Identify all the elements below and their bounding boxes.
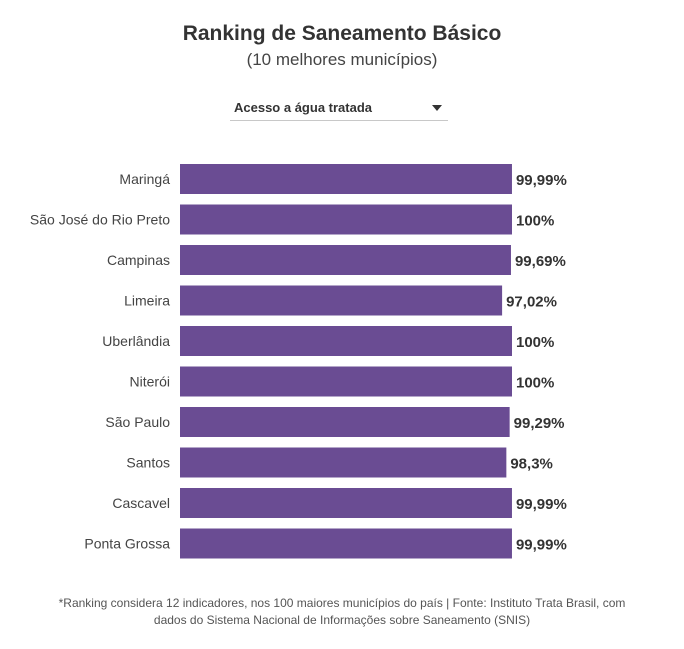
value-label: 99,69% <box>515 253 566 270</box>
bar[interactable] <box>180 204 512 235</box>
category-label: Niterói <box>130 374 170 390</box>
bar[interactable] <box>180 245 511 275</box>
category-label: São José do Rio Preto <box>30 212 170 228</box>
bar[interactable] <box>180 488 512 518</box>
value-label: 99,99% <box>516 172 567 189</box>
chart-title: Ranking de Saneamento Básico <box>182 22 502 45</box>
value-label: 97,02% <box>506 294 557 311</box>
bar[interactable] <box>180 528 512 559</box>
footnote-line-2: dados do Sistema Nacional de Informações… <box>153 613 531 627</box>
chevron-down-icon[interactable] <box>432 105 442 111</box>
bar-chart: Maringá 99,99% São José do Rio Preto 100% Ca… <box>30 164 567 559</box>
footnote-line-1: *Ranking considera 12 indicadores, nos 1… <box>58 596 626 610</box>
category-label: Uberlândia <box>102 333 170 349</box>
value-label: 98,3% <box>510 456 553 473</box>
bar[interactable] <box>180 164 512 194</box>
category-label: São Paulo <box>105 414 170 430</box>
bar[interactable] <box>180 447 507 478</box>
category-label: Santos <box>126 455 170 471</box>
category-label: Campinas <box>107 252 170 268</box>
value-label: 100% <box>516 213 554 230</box>
value-label: 100% <box>516 334 554 351</box>
chart-subtitle: (10 melhores municípios) <box>246 50 438 69</box>
indicator-dropdown-label: Acesso a água tratada <box>234 100 373 115</box>
value-label: 99,99% <box>516 496 567 513</box>
category-label: Limeira <box>124 293 170 309</box>
category-label: Cascavel <box>112 495 170 511</box>
category-label: Maringá <box>119 171 170 187</box>
bar[interactable] <box>180 326 512 356</box>
category-label: Ponta Grossa <box>84 536 170 552</box>
value-label: 99,29% <box>514 415 565 432</box>
indicator-dropdown[interactable]: Acesso a água tratada <box>230 96 448 121</box>
value-label: 100% <box>516 375 554 392</box>
value-label: 99,99% <box>516 537 567 554</box>
bar[interactable] <box>180 285 503 316</box>
bar[interactable] <box>180 407 510 437</box>
bar[interactable] <box>180 366 512 397</box>
footnote: *Ranking considera 12 indicadores, nos 1… <box>0 595 684 629</box>
